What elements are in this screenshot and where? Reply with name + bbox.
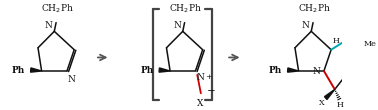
Text: Me: Me [364, 40, 376, 48]
Text: X: X [319, 99, 324, 107]
Text: N: N [302, 21, 310, 30]
Text: H: H [333, 37, 340, 45]
Text: N: N [313, 67, 320, 75]
Text: Ph: Ph [141, 66, 154, 75]
Polygon shape [325, 89, 335, 100]
Polygon shape [31, 68, 42, 72]
Text: N: N [196, 73, 204, 82]
Text: +: + [205, 73, 212, 81]
Text: N: N [45, 21, 53, 30]
Text: X: X [197, 99, 203, 108]
Text: Ph: Ph [12, 66, 25, 75]
Polygon shape [159, 68, 170, 72]
Text: H: H [337, 101, 344, 109]
Text: N: N [173, 21, 181, 30]
Text: Ph: Ph [269, 66, 282, 75]
Text: CH$_2$Ph: CH$_2$Ph [169, 3, 202, 15]
Polygon shape [288, 68, 299, 72]
Text: N: N [68, 75, 76, 84]
Text: CH$_2$Ph: CH$_2$Ph [41, 3, 73, 15]
Text: CH$_2$Ph: CH$_2$Ph [297, 3, 330, 15]
Text: −: − [207, 87, 216, 96]
